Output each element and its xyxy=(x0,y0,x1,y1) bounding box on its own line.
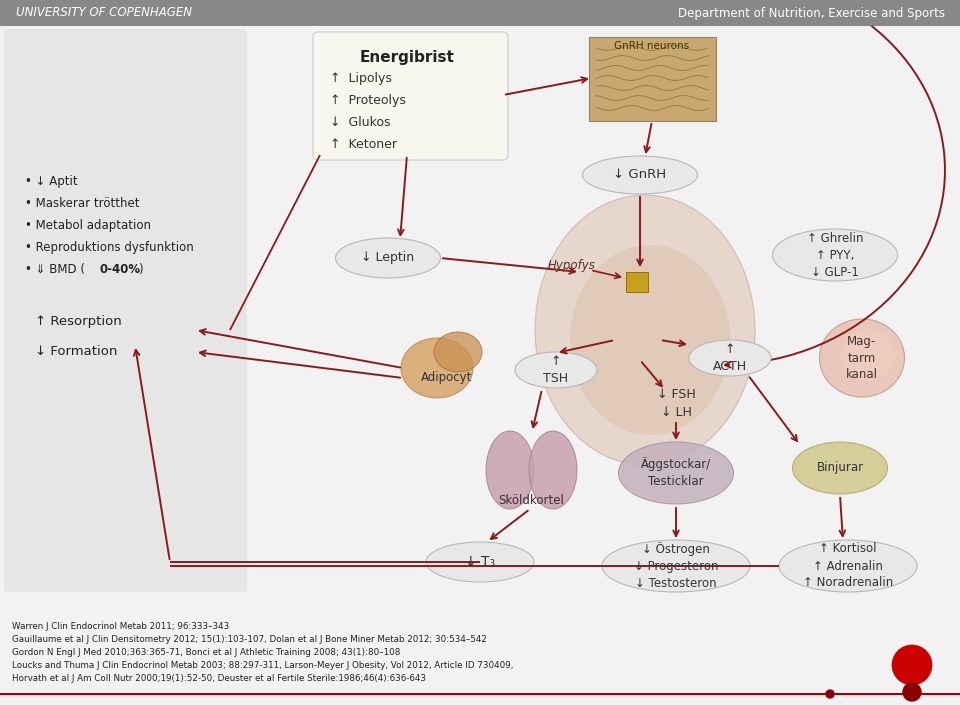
Circle shape xyxy=(903,683,921,701)
Ellipse shape xyxy=(529,431,577,509)
Text: Sköldkortel: Sköldkortel xyxy=(498,493,564,506)
FancyBboxPatch shape xyxy=(0,0,960,26)
Ellipse shape xyxy=(689,340,771,376)
Circle shape xyxy=(892,645,932,685)
Text: ): ) xyxy=(138,263,143,276)
Text: ↑
ACTH: ↑ ACTH xyxy=(713,343,747,373)
Ellipse shape xyxy=(773,229,898,281)
Text: • Reproduktions dysfunktion: • Reproduktions dysfunktion xyxy=(25,241,194,254)
Ellipse shape xyxy=(535,195,755,465)
Circle shape xyxy=(826,690,834,698)
Text: ↑  Proteolys: ↑ Proteolys xyxy=(330,94,406,107)
Text: Gordon N Engl J Med 2010;363:365-71, Bonci et al J Athletic Training 2008; 43(1): Gordon N Engl J Med 2010;363:365-71, Bon… xyxy=(12,648,400,657)
Text: Loucks and Thuma J Clin Endocrinol Metab 2003; 88:297-311, Larson-Meyer J Obesit: Loucks and Thuma J Clin Endocrinol Metab… xyxy=(12,661,514,670)
Text: Hypofys: Hypofys xyxy=(548,259,596,271)
Ellipse shape xyxy=(820,319,904,397)
Text: ↑  Ketoner: ↑ Ketoner xyxy=(330,138,397,151)
Text: • Maskerar trötthet: • Maskerar trötthet xyxy=(25,197,139,210)
Text: ↓ Östrogen
↓ Progesteron
↓ Testosteron: ↓ Östrogen ↓ Progesteron ↓ Testosteron xyxy=(634,542,718,590)
Text: Gauillaume et al J Clin Densitometry 2012; 15(1):103-107, Dolan et al J Bone Min: Gauillaume et al J Clin Densitometry 201… xyxy=(12,635,487,644)
Text: ↓ Formation: ↓ Formation xyxy=(35,345,117,358)
Ellipse shape xyxy=(335,238,441,278)
Text: Äggstockar/
Testicklar: Äggstockar/ Testicklar xyxy=(641,458,711,489)
Text: Adipocyt: Adipocyt xyxy=(421,372,472,384)
Text: ↓ GnRH: ↓ GnRH xyxy=(613,168,666,181)
Ellipse shape xyxy=(515,352,597,388)
Text: ↑ Ghrelin
↑ PYY,
↓ GLP-1: ↑ Ghrelin ↑ PYY, ↓ GLP-1 xyxy=(806,231,863,278)
Text: Warren J Clin Endocrinol Metab 2011; 96:333–343: Warren J Clin Endocrinol Metab 2011; 96:… xyxy=(12,622,229,631)
Ellipse shape xyxy=(486,431,534,509)
Ellipse shape xyxy=(434,332,482,372)
Ellipse shape xyxy=(793,442,887,494)
FancyBboxPatch shape xyxy=(589,37,716,121)
Ellipse shape xyxy=(602,540,750,592)
Text: ↑  Lipolys: ↑ Lipolys xyxy=(330,72,392,85)
Text: ↓  Glukos: ↓ Glukos xyxy=(330,116,391,129)
Ellipse shape xyxy=(841,329,896,381)
Text: ↓ Leptin: ↓ Leptin xyxy=(361,252,415,264)
Text: UNIVERSITY OF COPENHAGEN: UNIVERSITY OF COPENHAGEN xyxy=(16,6,192,20)
Ellipse shape xyxy=(401,338,473,398)
Text: Mag-
tarm
kanal: Mag- tarm kanal xyxy=(846,334,878,381)
Text: Binjurar: Binjurar xyxy=(816,462,864,474)
Text: ↓ FSH
↓ LH: ↓ FSH ↓ LH xyxy=(657,388,695,419)
Text: • ⇓ BMD (: • ⇓ BMD ( xyxy=(25,263,85,276)
Text: GnRH neurons: GnRH neurons xyxy=(614,41,689,51)
Bar xyxy=(626,272,648,292)
Text: • ↓ Aptit: • ↓ Aptit xyxy=(25,175,78,188)
Text: Department of Nutrition, Exercise and Sports: Department of Nutrition, Exercise and Sp… xyxy=(678,6,945,20)
Text: ↑ Resorption: ↑ Resorption xyxy=(35,315,122,328)
Ellipse shape xyxy=(570,245,730,435)
Ellipse shape xyxy=(583,156,698,194)
Ellipse shape xyxy=(426,542,534,582)
Text: • Metabol adaptation: • Metabol adaptation xyxy=(25,219,151,232)
FancyBboxPatch shape xyxy=(4,29,247,592)
Text: ↓ T₃: ↓ T₃ xyxy=(465,555,495,569)
FancyBboxPatch shape xyxy=(313,32,508,160)
Text: ↑
TSH: ↑ TSH xyxy=(543,355,568,385)
Ellipse shape xyxy=(618,442,733,504)
Text: Horvath et al J Am Coll Nutr 2000;19(1):52-50, Deuster et al Fertile Sterile:198: Horvath et al J Am Coll Nutr 2000;19(1):… xyxy=(12,674,426,683)
Ellipse shape xyxy=(779,540,917,592)
Text: ↑ Kortisol
↑ Adrenalin
↑ Noradrenalin: ↑ Kortisol ↑ Adrenalin ↑ Noradrenalin xyxy=(803,543,893,589)
Text: 0-40%: 0-40% xyxy=(100,263,141,276)
Text: Energibrist: Energibrist xyxy=(360,50,455,65)
